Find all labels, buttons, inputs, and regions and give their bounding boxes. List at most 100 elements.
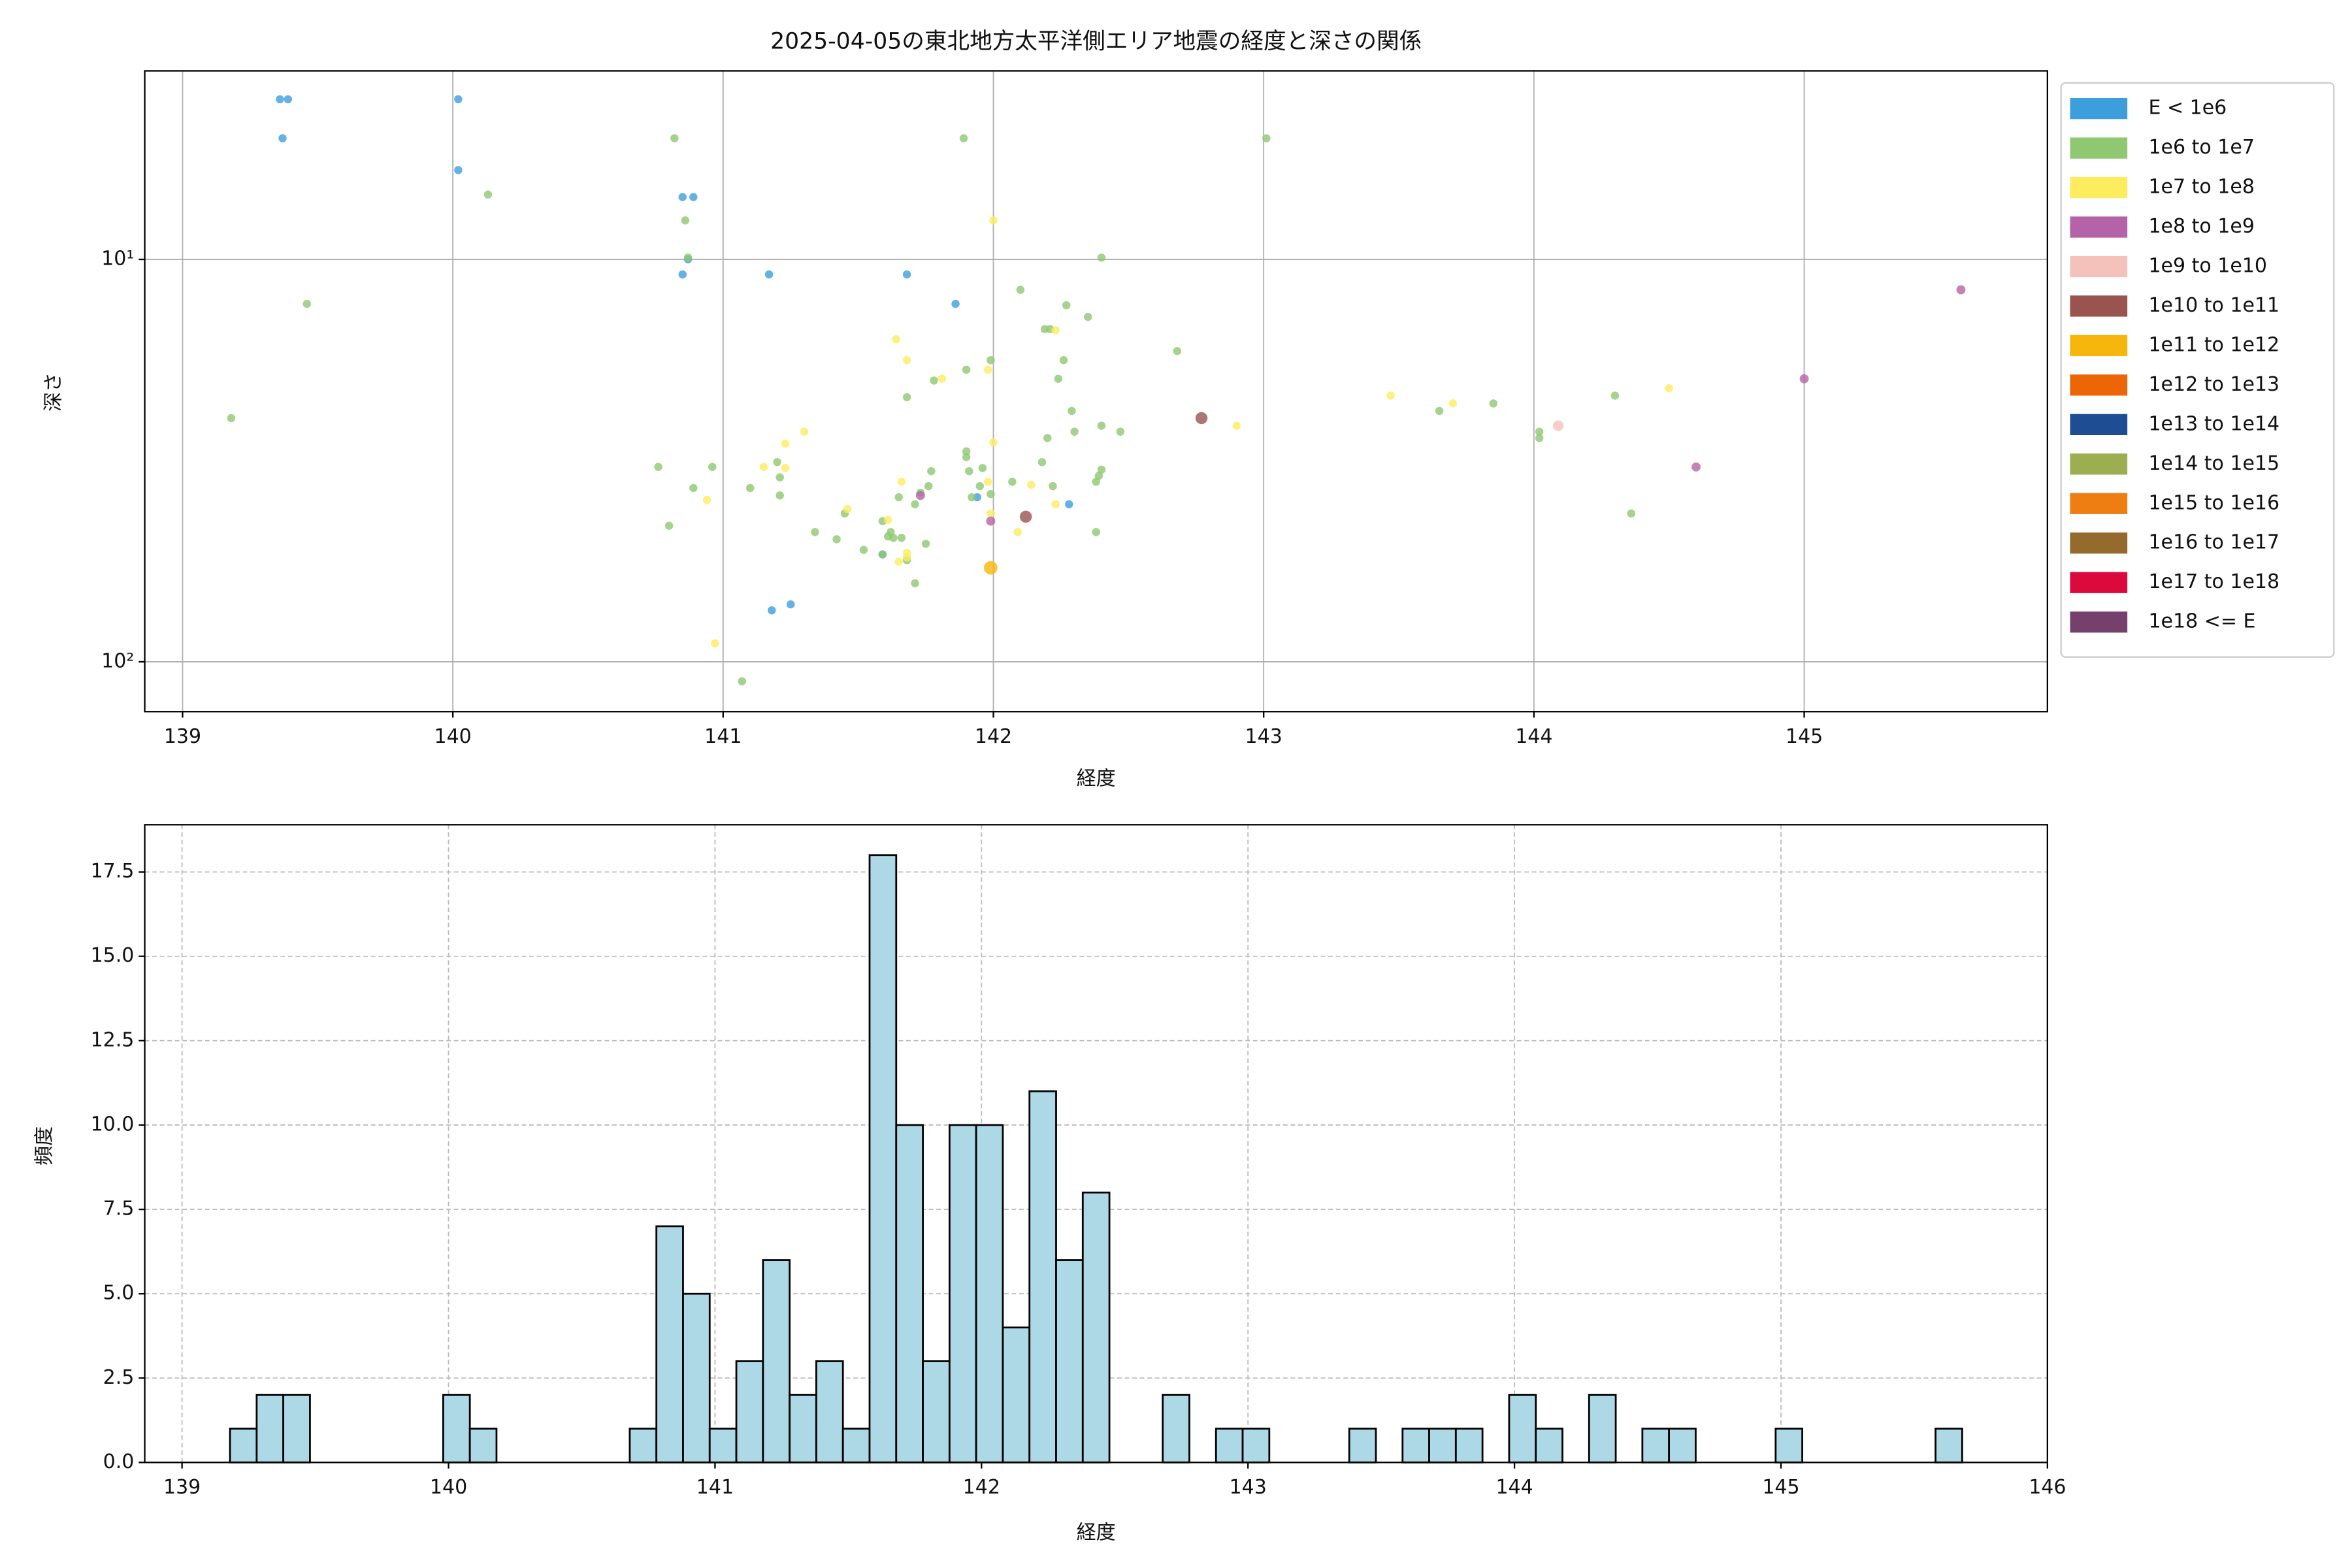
x-tick-label: 140: [434, 725, 472, 748]
histogram-bar: [682, 1292, 711, 1463]
scatter-point: [708, 463, 717, 471]
y-tick-label: 10²: [101, 649, 134, 672]
scatter-point: [902, 548, 911, 557]
legend-label: 1e12 to 1e13: [2148, 373, 2279, 396]
scatter-point: [764, 270, 774, 279]
legend-label: 1e8 to 1e9: [2148, 215, 2254, 238]
y-tick-label: 15.0: [91, 944, 135, 967]
scatter-point: [1173, 347, 1182, 355]
scatter-point: [921, 540, 930, 548]
histogram-bar: [1348, 1428, 1377, 1463]
scatter-point: [902, 356, 911, 365]
x-tick-label: 145: [1762, 1476, 1799, 1499]
scatter-point: [843, 504, 852, 514]
scatter-point: [811, 528, 819, 536]
y-tick-label: 17.5: [91, 860, 135, 883]
scatter-point: [1092, 478, 1100, 486]
scatter-point: [1068, 406, 1076, 416]
y-tick-label: 10.0: [91, 1113, 135, 1135]
legend-swatch: [2070, 176, 2128, 199]
chart-title: 2025-04-05の東北地方太平洋側エリア地震の経度と深さの関係: [770, 29, 1422, 55]
legend-swatch: [2070, 414, 2128, 435]
legend-label: 1e9 to 1e10: [2148, 255, 2267, 278]
histogram-bar: [629, 1428, 658, 1463]
scatter-point: [1610, 391, 1620, 400]
scatter-point: [781, 464, 790, 472]
x-tick-label: 139: [164, 725, 201, 748]
scatter-point: [927, 466, 936, 476]
scatter-point: [1097, 465, 1106, 474]
scatter-point: [1070, 427, 1079, 436]
histogram-bar: [468, 1428, 498, 1463]
legend-label: 1e15 to 1e16: [2148, 491, 2279, 514]
histogram-bar: [1641, 1428, 1671, 1463]
scatter-point: [776, 473, 784, 482]
histogram-bar: [975, 1124, 1004, 1463]
scatter-point: [1054, 374, 1063, 383]
scatter-point: [938, 374, 947, 383]
scatter-point: [911, 579, 919, 587]
scatter-point: [689, 483, 698, 493]
legend-swatch: [2070, 532, 2128, 554]
scatter-point: [1027, 480, 1036, 489]
histogram-bar: [815, 1360, 844, 1463]
scatter-point: [1535, 434, 1544, 442]
scatter-point: [1799, 374, 1809, 384]
histogram-bar: [1935, 1428, 1963, 1463]
scatter-point: [978, 464, 987, 472]
scatter-point: [894, 493, 903, 502]
histogram-bar: [841, 1428, 871, 1463]
scatter-point: [1065, 500, 1073, 509]
scatter-point: [670, 134, 679, 142]
x-axis-label: 経度: [1077, 1521, 1116, 1544]
legend-swatch: [2070, 335, 2128, 357]
scatter-point: [1627, 509, 1636, 518]
scatter-point: [776, 491, 784, 500]
scatter-point: [883, 532, 892, 541]
scatter-point: [983, 365, 992, 374]
legend-label: 1e18 <= E: [2148, 610, 2255, 633]
scatter-point: [962, 365, 971, 374]
scatter-point: [1043, 434, 1052, 442]
legend-label: 1e11 to 1e12: [2148, 333, 2279, 356]
y-tick-label: 0.0: [103, 1450, 135, 1473]
histogram-bar: [1215, 1428, 1244, 1463]
scatter-point: [975, 482, 985, 491]
x-tick-label: 139: [163, 1476, 201, 1499]
scatter-point: [1013, 528, 1022, 536]
histogram-bar: [442, 1394, 471, 1463]
scatter-point: [1691, 462, 1701, 472]
plot-frame: [144, 70, 2048, 713]
legend-swatch: [2070, 374, 2128, 396]
histogram-bar: [735, 1360, 764, 1463]
scatter-point: [1262, 134, 1271, 142]
scatter-point: [989, 216, 998, 225]
scatter-point: [683, 253, 693, 262]
x-tick-label: 146: [2029, 1476, 2066, 1499]
scatter-point: [768, 606, 776, 615]
scatter-point: [1665, 384, 1673, 393]
histogram-bar: [789, 1394, 817, 1463]
scatter-point: [1049, 482, 1057, 491]
scatter-point: [1051, 326, 1060, 335]
histogram-bar: [655, 1225, 684, 1463]
histogram-bar: [708, 1428, 738, 1463]
scatter-point: [897, 533, 906, 542]
legend-swatch: [2070, 216, 2128, 238]
scatter-point: [689, 193, 698, 201]
scatter-point: [986, 516, 996, 526]
scatter-point: [483, 190, 493, 199]
scatter-point: [1051, 500, 1060, 509]
scatter-point: [1232, 421, 1241, 430]
histogram-bar: [1508, 1394, 1537, 1463]
legend-swatch: [2070, 98, 2128, 120]
y-tick-label: 5.0: [103, 1282, 135, 1305]
histogram-bar: [1162, 1394, 1190, 1463]
scatter-point: [800, 427, 809, 436]
x-tick-label: 140: [430, 1476, 467, 1499]
scatter-point: [962, 447, 971, 456]
scatter-point: [987, 356, 995, 365]
legend-label: 1e17 to 1e18: [2148, 570, 2279, 593]
legend-label: 1e10 to 1e11: [2148, 294, 2279, 317]
